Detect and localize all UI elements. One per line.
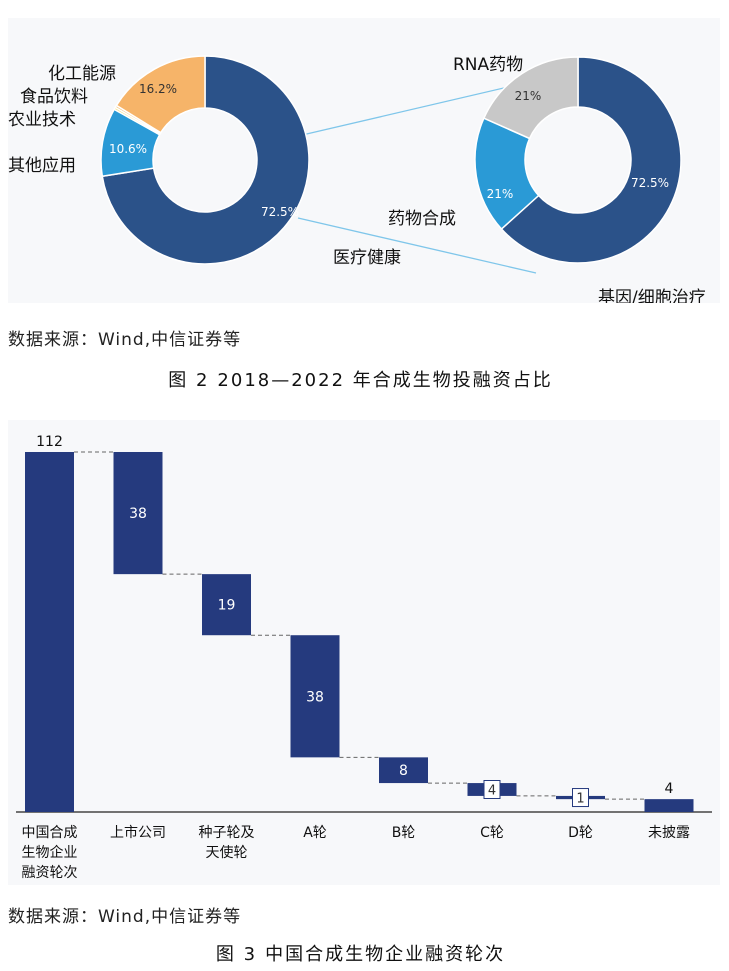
bar-value-label: 38 xyxy=(306,689,324,705)
bar-value-label: 19 xyxy=(218,598,236,614)
category-label: 生物企业 xyxy=(22,844,78,861)
bar-value-label: 38 xyxy=(129,506,147,522)
slice-category-label: 化工能源 xyxy=(48,64,116,84)
donut-charts: 72.5% 医疗健康 10.6% 其他应用 农业技术 食品饮料 16.2% 化工能源 72.5%… xyxy=(8,55,706,308)
slice-category-label: 食品饮料 xyxy=(20,87,88,107)
category-label: B轮 xyxy=(392,825,416,841)
figure3-panel: 112 中国合成生物企业融资轮次 38 上市公司 19 种子轮及天使轮 38 A轮 8 B轮 4 C轮… xyxy=(8,420,720,885)
waterfall-bar xyxy=(379,757,428,784)
slice-value-label: 21% xyxy=(487,187,514,201)
waterfall-bar xyxy=(113,452,163,575)
slice-category-label: 医疗健康 xyxy=(333,248,401,268)
slice-value-label: 10.6% xyxy=(109,142,147,156)
figure3-caption-num: 图 3 xyxy=(215,944,258,965)
figure2-panel: 72.5% 医疗健康 10.6% 其他应用 农业技术 食品饮料 16.2% 化工能源 72.5%… xyxy=(8,18,720,308)
figure3-source: 数据来源：Wind,中信证券等 xyxy=(8,907,242,927)
waterfall-bar xyxy=(644,799,694,812)
waterfall-bar xyxy=(25,452,74,812)
category-label: 中国合成 xyxy=(22,825,78,841)
bar-value-label: 4 xyxy=(665,781,674,797)
slice-category-label: 基因/细胞治疗 xyxy=(598,288,706,303)
category-label: D轮 xyxy=(568,825,593,841)
bar-value-label: 4 xyxy=(488,784,496,799)
bar-value-box xyxy=(572,788,589,808)
figure3-caption-text: 中国合成生物企业融资轮次 xyxy=(265,944,506,965)
category-label: A轮 xyxy=(303,825,327,841)
figure2-caption: 图 2 2018—2022 年合成生物投融资占比 xyxy=(0,366,729,392)
category-label: C轮 xyxy=(480,825,504,841)
slice-value-label: 16.2% xyxy=(139,82,177,96)
slice-category-label: 农业技术 xyxy=(8,110,76,130)
category-label: 融资轮次 xyxy=(22,865,78,881)
connector-line-bottom xyxy=(297,217,537,274)
slice-category-label: 其他应用 xyxy=(8,156,76,176)
category-label: 种子轮及 xyxy=(199,825,255,841)
figure2-caption-text: 2018—2022 年合成生物投融资占比 xyxy=(217,370,553,391)
donut-slice xyxy=(500,56,682,264)
donut-slice xyxy=(101,55,310,265)
bar-value-label: 8 xyxy=(399,763,408,779)
slice-value-label: 72.5% xyxy=(631,176,669,190)
figure2-source: 数据来源：Wind,中信证券等 xyxy=(8,330,242,350)
waterfall-bar xyxy=(202,574,251,636)
slice-value-label: 72.5% xyxy=(261,205,299,219)
connector-line-top xyxy=(297,79,539,137)
figure3-caption: 图 3 中国合成生物企业融资轮次 xyxy=(0,940,729,966)
slice-category-label: 药物合成 xyxy=(388,209,456,229)
slice-value-label: 21% xyxy=(515,89,542,103)
bar-value-label: 1 xyxy=(576,792,584,807)
donut-slice xyxy=(115,55,206,134)
figure2-caption-num: 图 2 xyxy=(168,370,210,391)
bar-value-box xyxy=(483,780,501,799)
slice-category-label: RNA药物 xyxy=(453,55,523,75)
bar-value-label: 112 xyxy=(36,434,63,450)
donut-slice xyxy=(482,56,579,140)
waterfall-bar xyxy=(290,635,340,758)
category-label: 上市公司 xyxy=(110,824,166,841)
category-label: 天使轮 xyxy=(206,844,248,861)
category-label: 未披露 xyxy=(648,825,690,841)
